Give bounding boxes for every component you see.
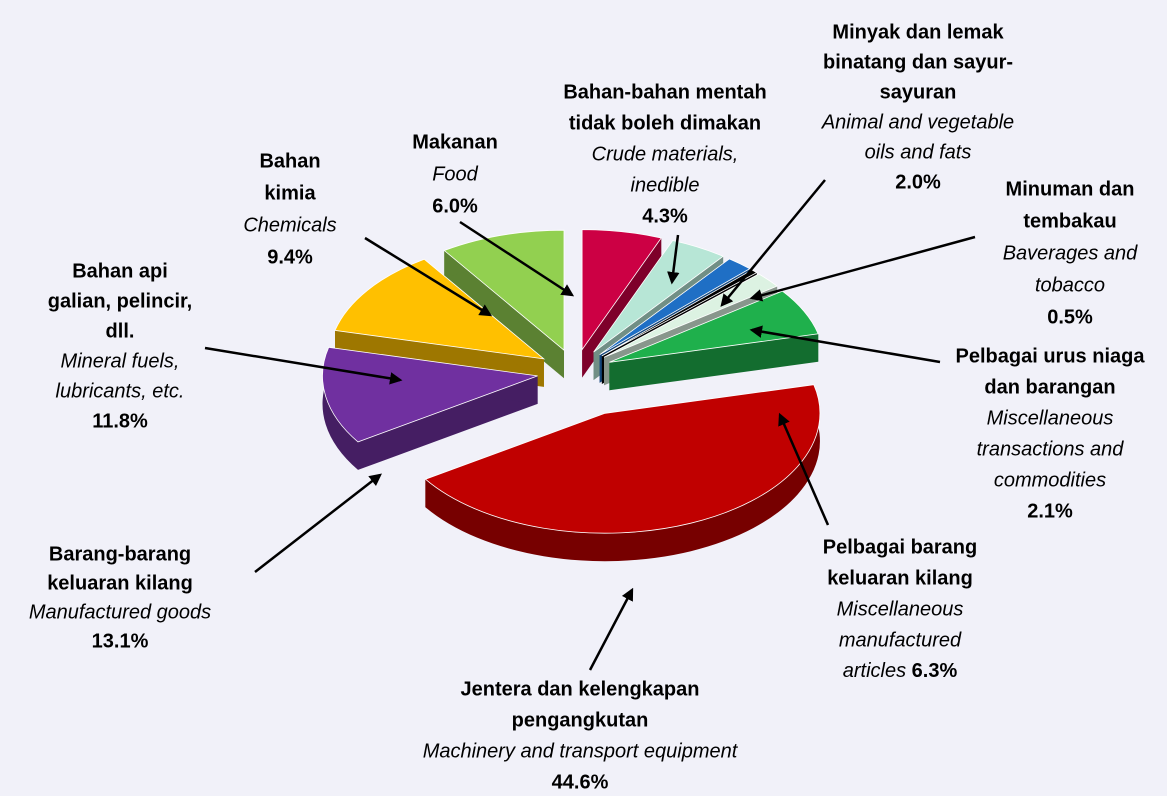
leader-line	[364, 236, 493, 317]
label-name: dll.	[106, 320, 135, 342]
label-name: Pelbagai barang	[823, 536, 978, 558]
leader-line	[667, 234, 680, 285]
value-label: 9.4%	[267, 246, 313, 268]
slice	[424, 384, 821, 534]
leader-line	[588, 587, 634, 671]
label-name: binatang dan sayur-	[823, 51, 1013, 73]
value-label: 2.1%	[1027, 500, 1073, 522]
leader-line	[778, 412, 830, 526]
leader-line	[749, 235, 976, 302]
value-label: 0.5%	[1047, 306, 1093, 328]
leader-line	[459, 220, 575, 297]
label-line: articles 6.3%	[843, 660, 958, 682]
value-label: 13.1%	[92, 630, 149, 652]
label-name: tembakau	[1023, 210, 1116, 232]
leader-line	[720, 179, 826, 307]
label-en: Chemicals	[243, 214, 336, 236]
label-name: galian, pelincir,	[48, 290, 193, 312]
label-name: pengangkutan	[512, 709, 649, 731]
value-label: 44.6%	[552, 771, 609, 793]
slice	[593, 240, 724, 353]
label-en: Crude materials,	[592, 143, 739, 165]
label-en: Baverages and	[1003, 242, 1138, 264]
label-name: Bahan api	[72, 260, 168, 282]
label-en: Miscellaneous	[837, 598, 964, 620]
leader-line	[204, 346, 403, 385]
label-name: Minuman dan	[1006, 178, 1135, 200]
value-label: 2.0%	[895, 171, 941, 193]
slice	[603, 273, 778, 358]
leader-line	[749, 325, 941, 364]
label-en: Manufactured goods	[29, 601, 211, 623]
label-name: dan barangan	[984, 376, 1115, 398]
label-en: Animal and vegetable	[821, 111, 1014, 133]
slice-side	[322, 347, 358, 470]
label-name: keluaran kilang	[47, 572, 193, 594]
value-label: 11.8%	[92, 410, 148, 432]
value-label: 4.3%	[642, 205, 688, 227]
label-en: articles	[843, 660, 906, 682]
value-label: 6.3%	[912, 660, 958, 682]
label-name: Minyak dan lemak	[832, 21, 1004, 43]
label-en: lubricants, etc.	[56, 380, 185, 402]
label-en: tobacco	[1035, 274, 1105, 296]
label-name: kimia	[264, 182, 316, 204]
value-label: 6.0%	[432, 195, 478, 217]
slice	[443, 229, 565, 352]
label-en: Mineral fuels,	[61, 350, 180, 372]
label-en: transactions and	[977, 438, 1125, 460]
label-en: Food	[432, 163, 478, 185]
slice-side	[425, 384, 820, 562]
label-en: Machinery and transport equipment	[423, 740, 739, 762]
slice	[599, 258, 751, 356]
slice	[609, 290, 819, 363]
label-name: Makanan	[412, 131, 498, 153]
label-en: manufactured	[839, 629, 962, 651]
label-en: Miscellaneous	[987, 407, 1114, 429]
leader-line	[254, 473, 382, 573]
slice-side	[358, 375, 538, 470]
slice	[322, 346, 538, 443]
label-en: oils and fats	[865, 141, 972, 163]
slice-side	[444, 250, 564, 379]
label-name: tidak boleh dimakan	[569, 112, 761, 134]
slice	[581, 229, 662, 351]
label-name: sayuran	[880, 81, 957, 103]
label-name: Bahan-bahan mentah	[563, 81, 766, 103]
label-name: Barang-barang	[49, 543, 191, 565]
slice-side	[609, 333, 819, 391]
label-name: Pelbagai urus niaga	[956, 345, 1146, 367]
label-en: commodities	[994, 469, 1106, 491]
label-name: Bahan	[259, 150, 320, 172]
label-en: inedible	[631, 174, 700, 196]
slice	[334, 258, 546, 360]
label-name: Jentera dan kelengkapan	[461, 678, 700, 700]
label-name: keluaran kilang	[827, 567, 973, 589]
